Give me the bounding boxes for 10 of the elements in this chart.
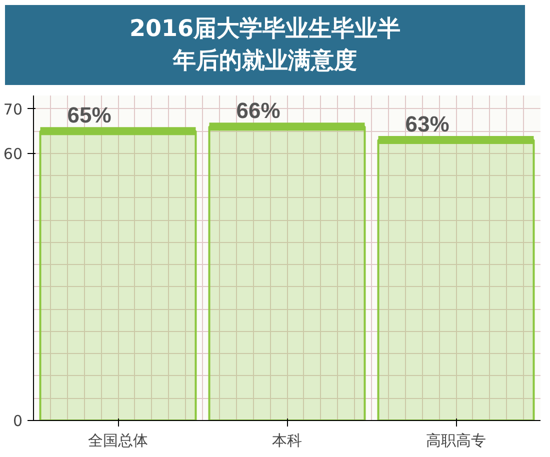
chart-title: 2016届大学毕业生毕业半年后的就业满意度 xyxy=(128,15,402,76)
x-tick-label: 全国总体 xyxy=(88,432,148,450)
data-label: 66% xyxy=(236,98,280,124)
y-tick-label: 60 xyxy=(3,144,23,163)
data-label: 65% xyxy=(67,102,112,128)
x-tick-label: 本科 xyxy=(272,432,302,450)
data-label: 63% xyxy=(405,111,450,136)
y-tick-label: 0 xyxy=(12,412,23,430)
y-tick-label: 70 xyxy=(3,100,23,118)
x-tick-label: 高职高专 xyxy=(426,432,486,450)
